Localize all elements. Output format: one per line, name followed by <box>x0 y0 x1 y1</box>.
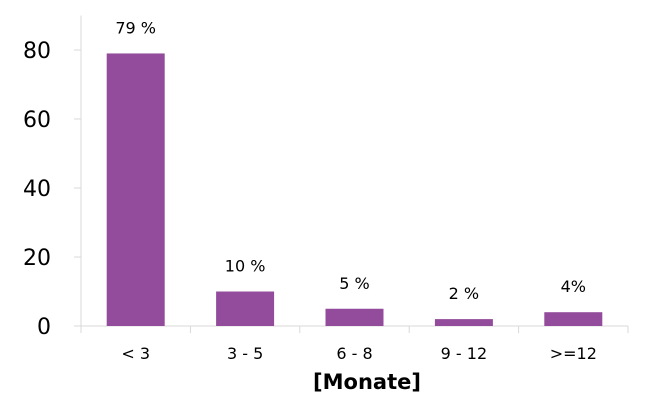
bar <box>216 291 275 326</box>
data-label: 79 % <box>115 18 156 37</box>
y-tick-label: 60 <box>23 108 51 133</box>
y-tick-label: 40 <box>23 177 51 202</box>
y-axis: 0 20 40 60 80 <box>23 15 82 340</box>
y-tick-label: 20 <box>23 246 51 271</box>
bar <box>434 319 493 326</box>
bar <box>544 312 603 326</box>
y-tick-label: 0 <box>37 315 51 340</box>
data-label: 5 % <box>339 274 369 293</box>
x-tick-label: 9 - 12 <box>441 344 487 363</box>
data-label: 10 % <box>225 257 266 276</box>
x-tick-label: 3 - 5 <box>227 344 263 363</box>
x-tick-label: 6 - 8 <box>336 344 372 363</box>
bars <box>106 53 603 326</box>
x-tick-label: < 3 <box>121 344 150 363</box>
data-label: 2 % <box>449 284 479 303</box>
x-axis: < 3 3 - 5 6 - 8 9 - 12 >=12 <box>80 325 629 363</box>
x-axis-title: [Monate] <box>313 370 421 394</box>
bar <box>325 308 384 326</box>
y-tick-label: 80 <box>23 39 51 64</box>
data-label: 4% <box>561 277 586 296</box>
x-tick-label: >=12 <box>550 344 597 363</box>
data-labels: 79 % 10 % 5 % 2 % 4% <box>115 18 586 303</box>
bar <box>106 53 165 326</box>
